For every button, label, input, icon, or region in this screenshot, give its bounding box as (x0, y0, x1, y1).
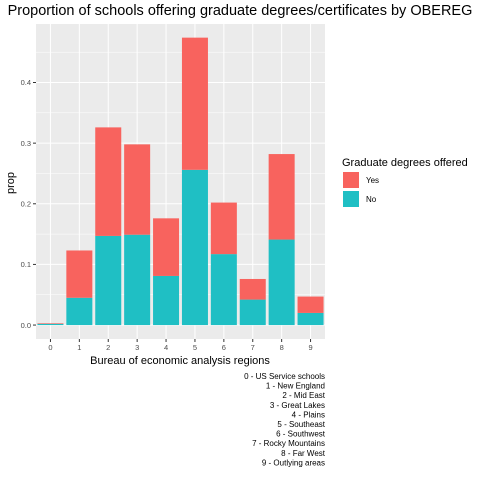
bar-yes-8 (268, 154, 295, 240)
y-axis-ticks: 0.0 0.1 0.2 0.3 0.4 (21, 78, 36, 330)
legend: Graduate degrees offered Yes No (342, 157, 468, 207)
x-tick-label: 5 (193, 343, 197, 352)
x-axis-ticks: 0 1 2 3 4 5 6 7 8 9 (48, 339, 313, 352)
bar-yes-4 (153, 218, 180, 276)
bars (37, 37, 324, 326)
caption-line: 2 - Mid East (282, 391, 325, 400)
x-tick-label: 1 (77, 343, 81, 352)
y-axis-label: prop (5, 172, 17, 194)
x-tick-label: 6 (222, 343, 226, 352)
caption-line: 0 - US Service schools (244, 372, 325, 381)
x-tick-label: 4 (164, 343, 168, 352)
y-tick-label: 0.3 (21, 139, 31, 148)
legend-title: Graduate degrees offered (342, 157, 468, 169)
x-tick-label: 9 (308, 343, 312, 352)
bar-yes-3 (124, 144, 151, 235)
legend-swatch-yes (343, 172, 359, 188)
bar-no-3 (124, 234, 151, 326)
y-tick-label: 0.4 (21, 78, 31, 87)
bar-yes-9 (297, 296, 324, 313)
y-tick-label: 0.0 (21, 321, 31, 330)
legend-label-yes: Yes (366, 176, 379, 185)
bar-yes-1 (66, 250, 93, 298)
caption-line: 4 - Plains (292, 410, 325, 419)
bar-no-7 (239, 299, 266, 326)
chart-title: Proportion of schools offering graduate … (8, 3, 473, 19)
y-tick-label: 0.1 (21, 260, 31, 269)
x-tick-label: 7 (251, 343, 255, 352)
x-tick-label: 2 (106, 343, 110, 352)
y-tick-label: 0.2 (21, 199, 31, 208)
bar-no-1 (66, 297, 93, 326)
bar-no-5 (181, 169, 208, 326)
bar-yes-6 (210, 202, 237, 255)
bar-yes-5 (181, 37, 208, 170)
bar-no-6 (210, 254, 237, 326)
bar-yes-0 (37, 323, 64, 324)
x-tick-label: 3 (135, 343, 139, 352)
bar-no-0 (37, 323, 64, 326)
caption-line: 8 - Far West (281, 449, 326, 458)
caption-line: 6 - Southwest (276, 430, 326, 439)
bar-yes-7 (239, 278, 266, 300)
x-axis-label: Bureau of economic analysis regions (90, 355, 270, 367)
caption-line: 5 - Southeast (277, 420, 325, 429)
caption-line: 9 - Outlying areas (262, 458, 325, 467)
caption-line: 1 - New England (266, 382, 325, 391)
bar-no-8 (268, 239, 295, 326)
caption-line: 3 - Great Lakes (270, 401, 325, 410)
x-tick-label: 0 (48, 343, 52, 352)
legend-items: Yes No (343, 172, 379, 207)
x-tick-label: 8 (280, 343, 284, 352)
bar-yes-2 (95, 127, 122, 236)
legend-label-no: No (366, 195, 377, 204)
bar-no-4 (153, 275, 180, 326)
bar-no-9 (297, 312, 324, 326)
legend-swatch-no (343, 191, 359, 207)
caption-line: 7 - Rocky Mountains (252, 439, 325, 448)
bar-no-2 (95, 235, 122, 326)
